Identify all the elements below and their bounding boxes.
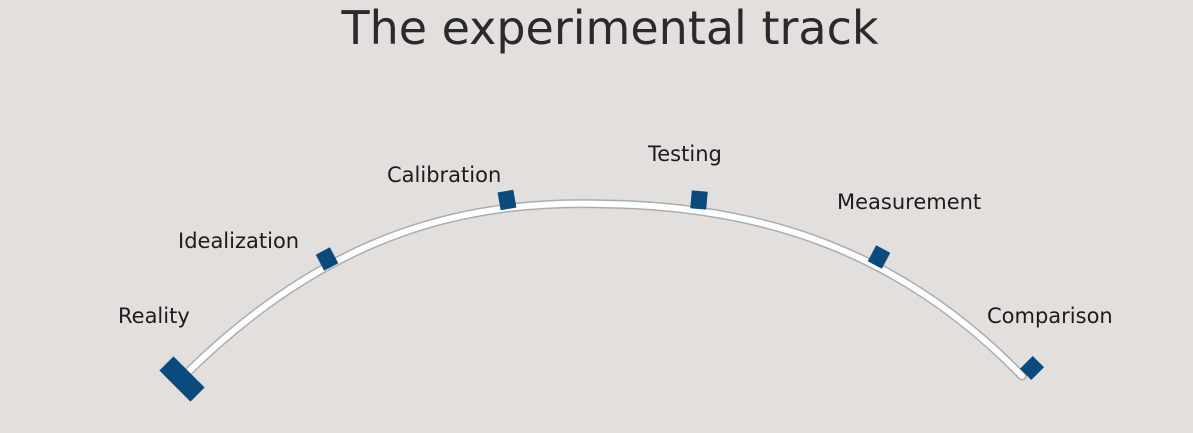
stage-label-idealization: Idealization: [178, 229, 299, 253]
stage-marker-comparison: [1019, 355, 1045, 381]
stage-marker-calibration: [497, 189, 517, 211]
track-arc: [179, 200, 1025, 381]
stage-label-calibration: Calibration: [387, 163, 501, 187]
stage-label-testing: Testing: [647, 142, 722, 166]
stage-marker-reality: [159, 356, 205, 402]
stage-marker-measurement: [867, 245, 891, 269]
stage-label-measurement: Measurement: [837, 190, 981, 214]
stage-label-comparison: Comparison: [987, 304, 1113, 328]
stage-marker-testing: [690, 190, 708, 210]
track-arc-edge: [177, 199, 1027, 383]
stage-label-reality: Reality: [118, 304, 190, 328]
page-title: The experimental track: [341, 1, 879, 55]
stage-marker-idealization: [315, 247, 339, 271]
